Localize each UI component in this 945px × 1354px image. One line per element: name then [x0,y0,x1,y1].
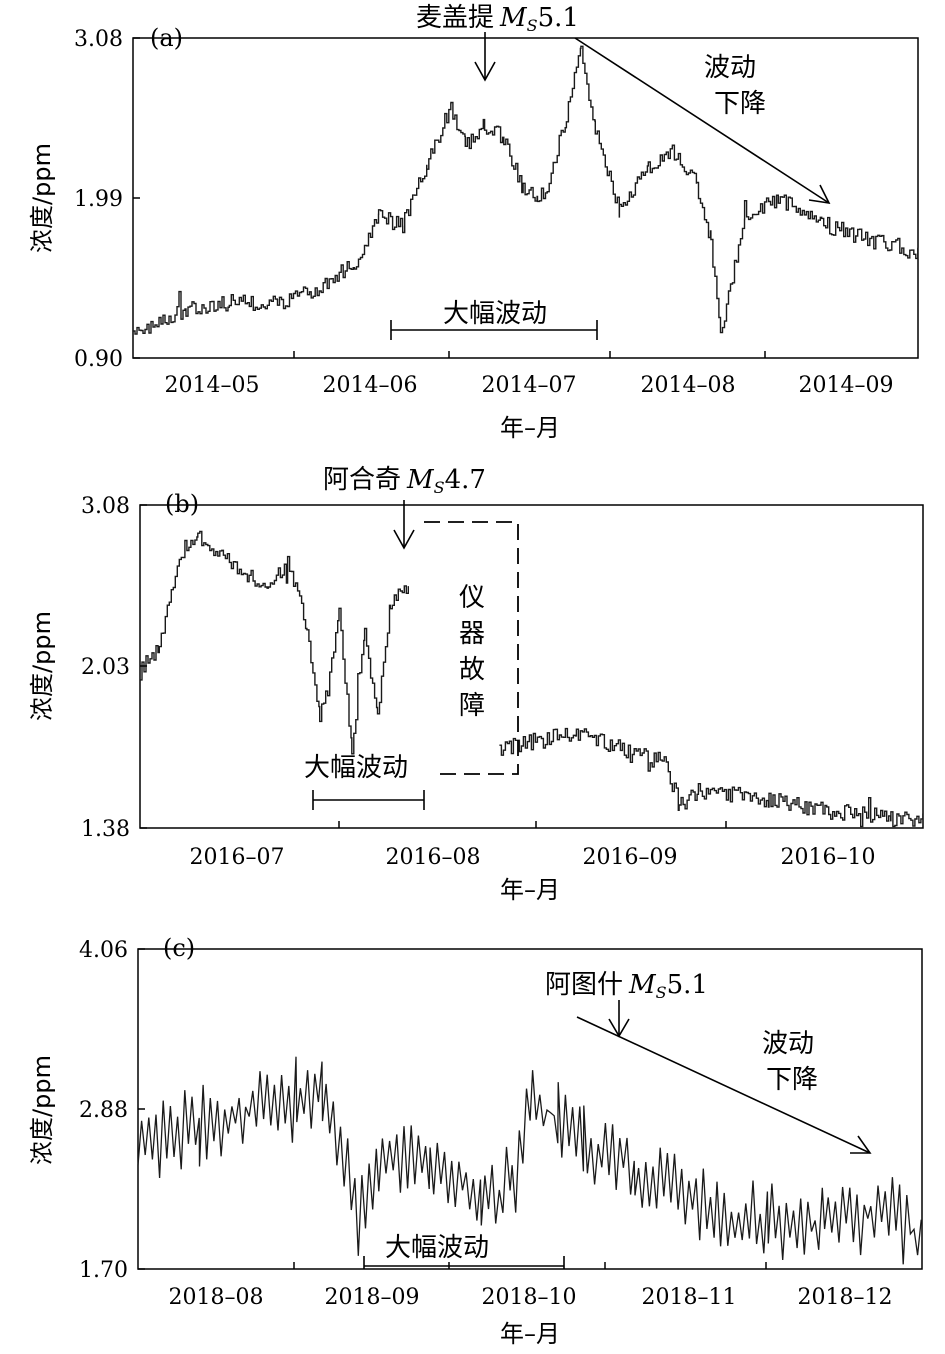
xtick-label-a-1: 2014–06 [323,373,418,398]
xtick-label-c-1: 2018–09 [325,1285,420,1310]
xtick-label-c-3: 2018–11 [642,1285,737,1310]
quake-mag-sub-b: S [434,478,445,497]
trend-label-c-1: 波动 [762,1029,814,1059]
fault-box [424,521,519,775]
quake-mag-prefix-a: M [499,3,528,33]
ytick-label-b-0: 3.08 [81,494,130,519]
fault-label-char-3: 故 [459,655,485,685]
panel-b: 3.08 2.03 1.38 2016–07 2016–08 2016–09 2… [28,465,924,904]
fault-label-char-4: 障 [459,691,485,721]
xtick-label-a-0: 2014–05 [165,373,260,398]
fluct-label-b: 大幅波动 [304,753,408,783]
fault-label-char-1: 仪 [459,583,485,613]
series-line-b [140,530,924,828]
quake-mag-value-c: 5.1 [667,970,708,1000]
ytick-label-a-1: 1.99 [74,187,123,212]
ytick-label-b-2: 1.38 [81,817,130,842]
trend-arrow-head-a [808,184,831,205]
xaxis-title-c: 年–月 [500,1320,560,1348]
quake-mag-prefix-b: M [406,465,435,495]
quake-mag-value-b: 4.7 [445,465,486,495]
quake-annotation-b: 阿合奇 MS4.7 [323,465,486,497]
quake-annotation-a: 麦盖提 MS5.1 [416,3,579,35]
xtick-label-b-2: 2016–09 [583,845,678,870]
xtick-label-a-4: 2014–09 [799,373,894,398]
quake-arrow-head-b [393,529,415,550]
quake-name-b: 阿合奇 [323,465,401,495]
trend-label-a-2: 下降 [714,89,766,119]
yaxis-title-a: 浓度/ppm [28,143,56,253]
fluct-label-a: 大幅波动 [443,299,547,329]
quake-mag-sub-c: S [656,983,667,1002]
trend-arrow-c [576,1016,871,1154]
xtick-label-c-4: 2018–12 [798,1285,893,1310]
quake-name-c: 阿图什 [545,970,623,1000]
quake-arrow-head-a [474,61,496,82]
fault-label-char-2: 器 [459,619,485,649]
quake-name-a: 麦盖提 [416,3,494,33]
xtick-label-c-2: 2018–10 [482,1285,577,1310]
ytick-label-a-0: 3.08 [74,27,123,52]
xtick-label-a-3: 2014–08 [641,373,736,398]
series-line-c [137,1056,922,1265]
plot-frame-c [137,948,923,1270]
yaxis-title-c: 浓度/ppm [28,1055,56,1165]
xtick-label-b-1: 2016–08 [386,845,481,870]
panel-label-b: (b) [165,490,199,518]
trend-arrow-a [574,37,830,204]
ytick-label-c-1: 2.88 [79,1098,128,1123]
xtick-label-c-0: 2018–08 [169,1285,264,1310]
series-line-a [133,45,919,335]
panel-a: 3.08 1.99 0.90 2014–05 2014–06 2014–07 2… [28,3,919,442]
panel-label-c: (c) [163,934,195,962]
ytick-label-a-2: 0.90 [74,347,123,372]
quake-annotation-c: 阿图什 MS5.1 [545,970,708,1002]
ytick-label-b-1: 2.03 [81,655,130,680]
xtick-label-a-2: 2014–07 [482,373,577,398]
panel-label-a: (a) [150,24,183,52]
trend-arrow-head-c [850,1135,872,1154]
xtick-label-b-3: 2016–10 [781,845,876,870]
plot-frame-b [139,504,924,829]
yaxis-title-b: 浓度/ppm [28,611,56,721]
xaxis-title-a: 年–月 [500,414,560,442]
fluct-label-c: 大幅波动 [385,1233,489,1263]
quake-mag-sub-a: S [527,16,538,35]
trend-label-c-2: 下降 [766,1065,818,1095]
trend-label-a-1: 波动 [704,53,756,83]
xaxis-title-b: 年–月 [500,876,560,904]
quake-mag-prefix-c: M [628,970,657,1000]
ytick-label-c-2: 1.70 [79,1258,128,1283]
quake-mag-value-a: 5.1 [538,3,579,33]
ytick-label-c-0: 4.06 [79,938,128,963]
panel-c: 4.06 2.88 1.70 2018–08 2018–09 2018–10 2… [28,934,923,1348]
xtick-label-b-0: 2016–07 [190,845,285,870]
